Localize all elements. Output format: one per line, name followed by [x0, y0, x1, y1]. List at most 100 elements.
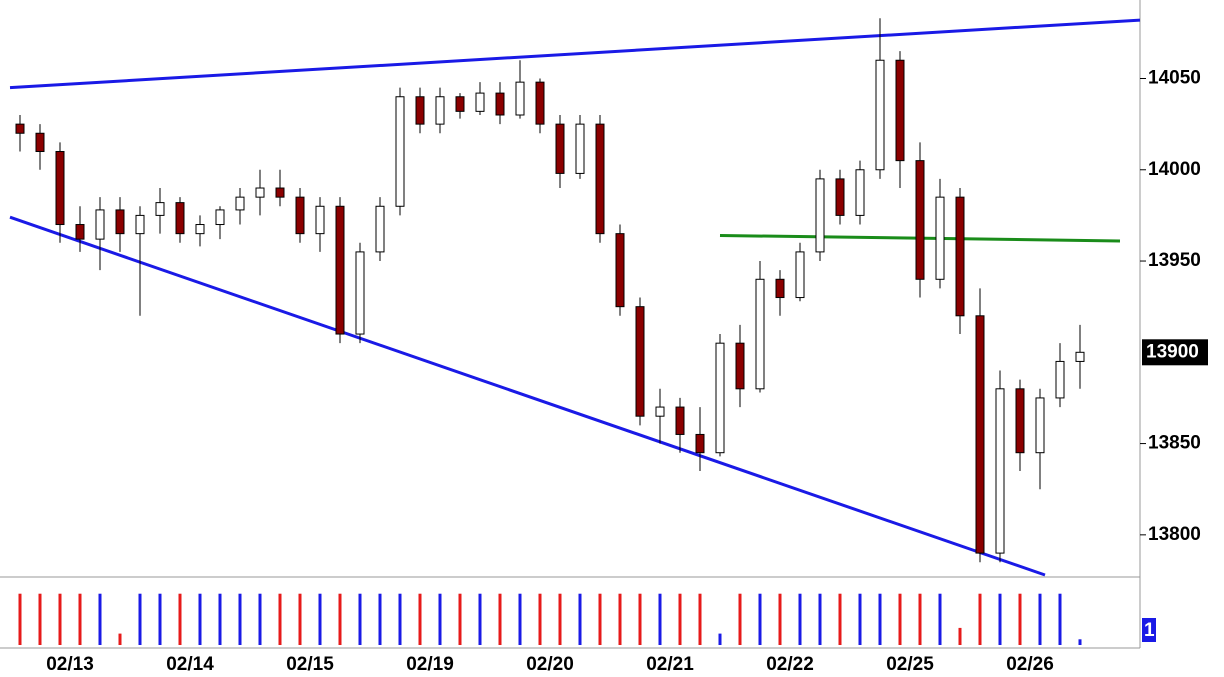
x-tick-label: 02/19 — [406, 654, 454, 675]
candle-body — [935, 196, 945, 280]
x-tick-label: 02/14 — [166, 654, 214, 675]
volume-bar — [598, 593, 602, 645]
volume-bar — [458, 593, 462, 645]
candle-body — [855, 169, 865, 216]
candle-body — [835, 178, 845, 216]
x-tick-label: 02/25 — [886, 654, 934, 675]
candle-body — [375, 205, 385, 253]
last-price-box — [1142, 339, 1208, 366]
candle-body — [15, 123, 25, 134]
volume-bar — [998, 593, 1002, 645]
candle-body — [675, 406, 685, 435]
volume-bar — [538, 593, 542, 645]
last-price-label: 13900 — [1146, 341, 1199, 362]
candle-body — [815, 178, 825, 253]
candle-body — [535, 81, 545, 125]
volume-bar — [78, 593, 82, 645]
volume-bar — [678, 593, 682, 645]
volume-label: 1 — [1144, 620, 1155, 641]
volume-bar — [638, 593, 642, 645]
volume-bar — [158, 593, 162, 645]
candle-body — [235, 196, 245, 211]
candle-body — [95, 209, 105, 240]
candle-body — [1055, 360, 1065, 399]
candle-body — [595, 123, 605, 235]
candle-body — [115, 209, 125, 235]
candle-body — [1015, 388, 1025, 454]
volume-bar — [138, 593, 142, 645]
volume-bar — [298, 593, 302, 645]
candle-body — [795, 251, 805, 299]
volume-bar — [578, 593, 582, 645]
y-tick-label: 13850 — [1148, 433, 1201, 454]
candle-body — [715, 342, 725, 454]
volume-bar — [798, 593, 802, 645]
candle-body — [75, 224, 85, 240]
x-tick-label: 02/22 — [766, 654, 814, 675]
volume-bar — [18, 593, 22, 645]
candle-body — [755, 278, 765, 390]
candle-body — [295, 196, 305, 235]
volume-bar — [838, 593, 842, 645]
y-tick-label: 14050 — [1148, 68, 1201, 89]
volume-bar — [358, 593, 362, 645]
volume-bar — [958, 627, 962, 645]
candle-body — [435, 96, 445, 125]
candle-body — [495, 92, 505, 116]
candle-body — [215, 209, 225, 226]
volume-bar — [438, 593, 442, 645]
candle-body — [515, 81, 525, 116]
volume-bar — [238, 593, 242, 645]
candle-body — [1035, 397, 1045, 454]
candle-body — [175, 202, 185, 235]
candle-body — [995, 388, 1005, 554]
volume-bar — [198, 593, 202, 645]
candle-body — [955, 196, 965, 317]
volume-bar — [398, 593, 402, 645]
candle-body — [355, 251, 365, 335]
candle-body — [335, 205, 345, 335]
candle-body — [35, 132, 45, 153]
volume-bar — [38, 593, 42, 645]
volume-label-box — [1142, 618, 1156, 642]
candle-body — [195, 224, 205, 235]
volume-bar — [938, 593, 942, 645]
volume-bar — [338, 593, 342, 645]
candle-body — [415, 96, 425, 125]
candle-body — [875, 59, 885, 171]
volume-bar — [518, 593, 522, 645]
volume-bar — [818, 593, 822, 645]
volume-bar — [978, 593, 982, 645]
candle-body — [275, 187, 285, 198]
candle-body — [475, 92, 485, 112]
volume-bar — [58, 593, 62, 645]
y-tick-label: 14000 — [1148, 159, 1201, 180]
volume-bar — [1078, 639, 1082, 645]
candle-body — [735, 342, 745, 390]
volume-bar — [558, 593, 562, 645]
volume-bar — [178, 593, 182, 645]
volume-bar — [918, 593, 922, 645]
volume-bar — [418, 593, 422, 645]
x-tick-label: 02/21 — [646, 654, 694, 675]
candle-body — [655, 406, 665, 417]
volume-bar — [778, 593, 782, 645]
x-tick-label: 02/15 — [286, 654, 334, 675]
volume-bar — [318, 593, 322, 645]
volume-bar — [278, 593, 282, 645]
candle-body — [895, 59, 905, 162]
volume-bar — [498, 593, 502, 645]
x-tick-label: 02/13 — [46, 654, 94, 675]
volume-bar — [1038, 593, 1042, 645]
trend-line — [9, 215, 1046, 577]
volume-bar — [898, 593, 902, 645]
candle-body — [135, 214, 145, 235]
candle-body — [915, 160, 925, 280]
volume-bar — [858, 593, 862, 645]
volume-bar — [698, 593, 702, 645]
volume-bar — [98, 593, 102, 645]
volume-bar — [618, 593, 622, 645]
y-tick-label: 13950 — [1148, 250, 1201, 271]
candle-body — [315, 205, 325, 235]
